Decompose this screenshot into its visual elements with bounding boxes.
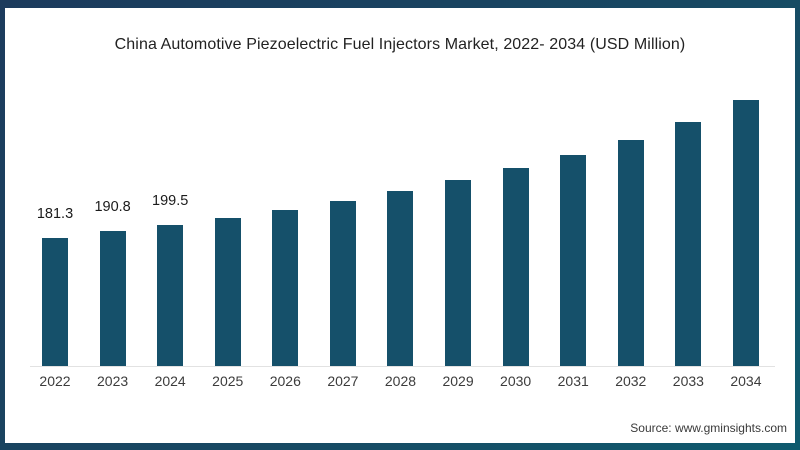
bar-2031 [560, 155, 587, 367]
bar-group-2027 [329, 201, 356, 367]
x-tick-2023: 2023 [97, 373, 129, 390]
bar-2028 [387, 191, 414, 367]
x-tick-label: 2026 [269, 373, 301, 389]
bar-group-2034 [732, 100, 759, 367]
bar-value-label: 190.8 [94, 199, 131, 215]
x-tick-label: 2022 [39, 373, 71, 389]
x-tick-label: 2029 [442, 373, 474, 389]
bar-2029 [445, 180, 472, 367]
bar-2025 [214, 218, 241, 367]
x-tick-2034: 2034 [730, 373, 762, 390]
x-tick-2031: 2031 [557, 373, 589, 390]
source-note: Source: www.gminsights.com [630, 421, 787, 435]
bar-group-2022: 181.3 [37, 206, 73, 367]
bar-group-2025 [214, 218, 241, 367]
x-tick-label: 2025 [212, 373, 244, 389]
bar-2032 [617, 140, 644, 367]
x-axis-tick-row: 2022 2023 2024 2025 2026 2027 2028 2029 2030 2031… [39, 373, 762, 390]
x-tick-2024: 2024 [154, 373, 186, 390]
bar-group-2033 [675, 122, 702, 367]
x-tick-label: 2023 [97, 373, 129, 389]
bar-group-2028 [387, 191, 414, 367]
bar-value-label: 181.3 [36, 206, 74, 222]
bar-2027 [329, 201, 356, 367]
bar-group-2031 [560, 155, 587, 367]
x-tick-label: 2024 [154, 373, 186, 389]
x-tick-label: 2034 [730, 373, 762, 389]
x-axis-line [30, 366, 775, 367]
bar-2022 [42, 238, 68, 367]
bar-group-2032 [617, 140, 644, 367]
chart-title: China Automotive Piezoelectric Fuel Inje… [114, 36, 686, 53]
x-tick-label: 2032 [615, 373, 647, 389]
bar-2033 [675, 122, 702, 367]
x-tick-2022: 2022 [39, 373, 71, 390]
bar-group-2029 [445, 180, 472, 367]
bar-2023 [99, 231, 126, 367]
x-tick-2033: 2033 [672, 373, 704, 390]
x-tick-2027: 2027 [327, 373, 359, 390]
x-tick-label: 2027 [327, 373, 359, 389]
x-tick-2030: 2030 [500, 373, 532, 390]
x-tick-label: 2030 [500, 373, 532, 389]
bar-group-2023: 190.8 [94, 199, 131, 367]
x-tick-2025: 2025 [212, 373, 244, 390]
x-tick-label: 2028 [384, 373, 417, 389]
bar-plot-area: 181.3 190.8 199.5 [37, 57, 759, 367]
x-tick-label: 2033 [672, 373, 704, 389]
bar-group-2026 [272, 210, 299, 367]
bar-group-2030 [502, 168, 529, 367]
bar-value-label: 199.5 [152, 193, 189, 209]
chart-canvas: China Automotive Piezoelectric Fuel Inje… [5, 8, 795, 443]
x-tick-2029: 2029 [442, 373, 474, 390]
bar-group-2024: 199.5 [152, 193, 188, 367]
x-tick-2028: 2028 [384, 373, 417, 390]
bar-2024 [157, 225, 184, 367]
x-tick-2026: 2026 [269, 373, 301, 390]
x-tick-label: 2031 [557, 373, 589, 389]
bar-2034 [732, 100, 759, 367]
x-tick-2032: 2032 [615, 373, 647, 390]
bar-2026 [272, 210, 299, 367]
bar-2030 [502, 168, 529, 367]
